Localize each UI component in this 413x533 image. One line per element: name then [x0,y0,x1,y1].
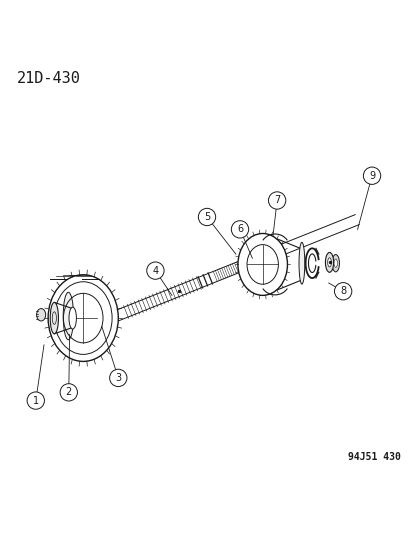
Text: 3: 3 [115,373,121,383]
Ellipse shape [331,255,339,272]
Text: 7: 7 [273,196,280,206]
Circle shape [27,392,44,409]
Circle shape [109,369,127,386]
Text: 6: 6 [236,224,242,235]
Text: 8: 8 [339,286,345,296]
Text: 2: 2 [66,387,72,397]
Ellipse shape [63,292,74,340]
Ellipse shape [298,243,304,284]
Ellipse shape [48,274,118,361]
Ellipse shape [50,302,58,334]
Text: 9: 9 [368,171,374,181]
Text: 1: 1 [33,395,39,406]
Text: 94J51 430: 94J51 430 [347,453,400,463]
Circle shape [60,384,77,401]
Ellipse shape [36,309,45,321]
Circle shape [231,221,248,238]
Text: 21D-430: 21D-430 [17,70,81,85]
Circle shape [268,192,285,209]
Circle shape [198,208,215,225]
Circle shape [363,167,380,184]
Circle shape [334,282,351,300]
Ellipse shape [327,258,330,267]
Text: 4: 4 [152,265,158,276]
Ellipse shape [333,259,337,268]
Ellipse shape [69,307,76,329]
Ellipse shape [325,253,333,272]
Circle shape [146,262,164,279]
Text: 5: 5 [203,212,210,222]
Ellipse shape [237,233,287,295]
